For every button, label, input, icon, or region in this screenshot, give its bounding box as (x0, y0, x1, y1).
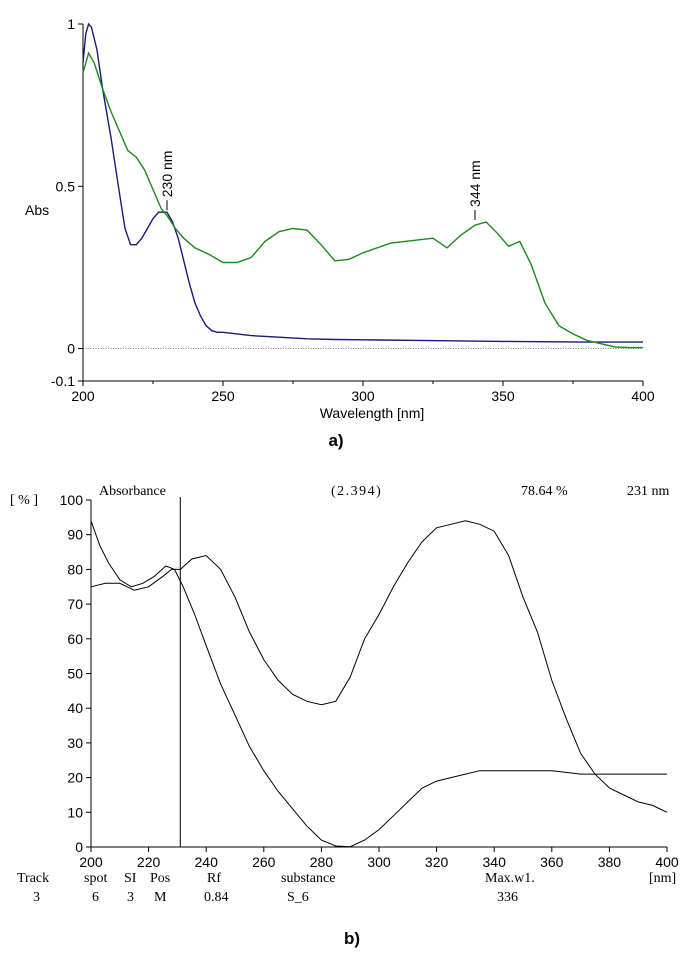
panel-a-series-line-2 (82, 51, 643, 349)
footer-value-rf: 0.84 (204, 890, 229, 905)
panel-a-annotation-label: 344 nm (467, 160, 483, 207)
panel-b-x-tick-label: 300 (367, 854, 391, 870)
panel-a-annotations: 230 nm 344 nm (159, 151, 483, 220)
panel-b-x-ticks: 200 220 240 260 280 300 320 340 360 380 400 (79, 847, 679, 870)
footer-value-spot: 6 (92, 890, 99, 905)
panel-b-y-tick-label: 20 (67, 770, 83, 786)
footer-header-pos: Pos (150, 871, 170, 886)
panel-b-absorbance-label: Absorbance (99, 484, 166, 499)
panel-b-y-tick-label: 40 (67, 700, 83, 716)
footer-value-si: 3 (127, 890, 134, 905)
panel-b-y-tick-label: 60 (67, 631, 83, 647)
footer-value-pos: M (154, 890, 167, 905)
footer-header-spot: spot (84, 871, 107, 886)
panel-b-y-axis-label: [ % ] (10, 493, 38, 508)
panel-a-series-line-1 (82, 22, 643, 343)
panel-b-series-line-1 (90, 520, 668, 813)
panel-a-x-tick-label: 350 (491, 388, 515, 404)
panel-b-y-tick-label: 80 (67, 561, 83, 577)
panel-b-x-tick-label: 400 (655, 854, 679, 870)
panel-a-x-tick-label: 200 (71, 388, 95, 404)
panel-a-annotation-label: 230 nm (159, 151, 175, 198)
panel-b-x-tick-label: 380 (598, 854, 622, 870)
panel-b-y-tick-label: 70 (67, 596, 83, 612)
footer-header-substance: substance (281, 871, 335, 886)
panel-a-x-ticks: 200 250 300 350 400 (71, 381, 655, 404)
panel-a-x-tick-label: 300 (351, 388, 375, 404)
footer-header-rf: Rf (207, 871, 221, 886)
panel-b-y-tick-label: 100 (60, 492, 84, 508)
panel-b-x-tick-label: 260 (252, 854, 276, 870)
footer-header-track: Track (17, 871, 49, 886)
panel-a-series (82, 22, 643, 349)
panel-b-y-ticks: 0 10 20 30 40 50 60 70 80 90 100 (60, 492, 91, 855)
footer-value-maxwl: 336 (497, 890, 518, 905)
panel-b-x-tick-label: 220 (137, 854, 161, 870)
panel-b-percent-value: 78.64 % (521, 484, 568, 499)
panel-a-x-tick-label: 400 (631, 388, 655, 404)
panel-b: 200 220 240 260 280 300 320 340 360 380 400 010203… (10, 484, 679, 948)
panel-b-y-tick-label: 30 (67, 735, 83, 751)
panel-a-x-tick-label: 250 (211, 388, 235, 404)
panel-b-label: b) (344, 929, 360, 948)
panel-b-y-tick-label: 50 (67, 666, 83, 682)
panel-b-series-line-2 (90, 520, 667, 848)
panel-b-wavelength-value: 231 nm (627, 484, 670, 499)
panel-b-axes (90, 500, 667, 848)
panel-a-y-axis-label: Abs (25, 202, 49, 218)
footer-header-unit: [nm] (649, 871, 676, 886)
panel-b-y-tick-label: 0 (75, 839, 83, 855)
panel-a-y-ticks: 1 0.5 0 -0.1 (51, 16, 83, 389)
panel-a-y-tick-label: 0 (67, 341, 75, 357)
panel-b-x-tick-label: 360 (540, 854, 564, 870)
panel-a-label: a) (328, 431, 343, 450)
panel-a-y-tick-label: 1 (67, 16, 75, 32)
footer-value-track: 3 (33, 890, 40, 905)
panel-b-x-tick-label: 240 (195, 854, 219, 870)
panel-b-x-tick-label: 320 (425, 854, 449, 870)
panel-b-y-tick-label: 90 (67, 527, 83, 543)
panel-b-series (90, 520, 668, 848)
panel-b-absorbance-value: (2.394) (331, 484, 382, 499)
panel-a-y-tick-label: -0.1 (51, 373, 75, 389)
panel-b-x-tick-label: 340 (483, 854, 507, 870)
panel-a-y-tick-label: 0.5 (56, 178, 76, 194)
footer-header-si: SI (124, 871, 137, 886)
panel-b-y-tick-label: 10 (67, 804, 83, 820)
footer-header-maxwl: Max.w1. (485, 871, 535, 886)
panel-b-footer: Track spot SI Pos Rf substance Max.w1. [… (17, 871, 676, 905)
panel-b-x-tick-label: 200 (79, 854, 103, 870)
panel-b-x-tick-label: 280 (310, 854, 334, 870)
footer-value-substance: S_6 (287, 890, 309, 905)
panel-a: 200 250 300 350 400 1 0.5 0 -0.1 230 nm 344 nm A… (25, 16, 655, 450)
panel-a-x-axis-label: Wavelength [nm] (320, 405, 425, 421)
